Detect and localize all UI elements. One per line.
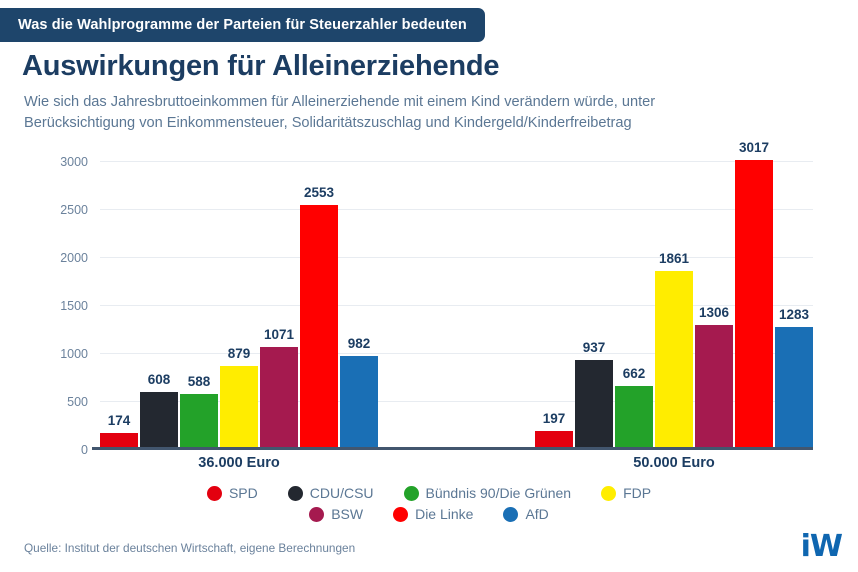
bar-value-label: 879: [227, 345, 251, 361]
legend-item-afd[interactable]: AfD: [503, 506, 549, 522]
gridlines: [100, 161, 813, 450]
bar-slot: 662: [615, 162, 653, 450]
y-axis-tick-label: 2000: [60, 251, 88, 265]
legend-swatch-icon: [287, 485, 303, 501]
bar-cdu-csu[interactable]: [575, 360, 613, 450]
gridline: [100, 353, 813, 354]
legend-swatch-icon: [503, 506, 519, 522]
bar-slot: 1283: [775, 162, 813, 450]
bar-value-label: 174: [107, 413, 131, 429]
bar-value-label: 1306: [698, 304, 730, 320]
bar-fdp[interactable]: [655, 271, 693, 450]
x-axis-tick-label: 36.000 Euro: [198, 455, 280, 471]
bar-slot: 1306: [695, 162, 733, 450]
y-axis-tick-label: 500: [67, 395, 88, 409]
bar-fdp[interactable]: [220, 365, 258, 450]
legend-item-bsw[interactable]: BSW: [309, 506, 363, 522]
legend-label: AfD: [525, 506, 549, 522]
gridline: [100, 401, 813, 402]
legend-row: SPD CDU/CSU Bündnis 90/Die Grünen FDP: [0, 485, 858, 501]
bar-slot: 197: [535, 162, 573, 450]
bar-slot: 2553: [300, 162, 338, 450]
bar-groups: 174 608 588 879 1071 2553 982 197 937 662 1861 1306…: [100, 140, 813, 450]
legend-swatch-icon: [601, 485, 617, 501]
y-axis-tick-label: 1500: [60, 299, 88, 313]
legend-swatch-icon: [403, 485, 419, 501]
legend-label: Die Linke: [415, 506, 474, 522]
chart-subtitle: Wie sich das Jahresbruttoeinkommen für A…: [24, 92, 724, 134]
bar-value-label: 197: [542, 411, 566, 427]
bar-slot: 937: [575, 162, 613, 450]
gridline: [100, 161, 813, 162]
legend-swatch-icon: [309, 506, 325, 522]
bar-die-linke[interactable]: [735, 160, 773, 450]
bar-value-label: 982: [347, 335, 371, 351]
gridline: [100, 209, 813, 210]
bar-slot: 174: [100, 162, 138, 450]
bar-chart: 0 500 1000 1500 2000 2500 3000 174 608 588 879 107…: [0, 140, 858, 457]
bar-value-label: 1283: [778, 306, 810, 322]
bar-b-ndnis-90-die-gr-nen[interactable]: [180, 393, 218, 450]
legend-item-die-linke[interactable]: Die Linke: [393, 506, 473, 522]
bar-afd[interactable]: [775, 326, 813, 450]
x-axis-labels: 36.000 Euro 50.000 Euro: [100, 455, 813, 477]
chart-legend: SPD CDU/CSU Bündnis 90/Die Grünen FDP BSW Die…: [0, 485, 858, 527]
bar-bsw[interactable]: [260, 347, 298, 450]
bar-slot: 608: [140, 162, 178, 450]
bar-afd[interactable]: [340, 355, 378, 450]
legend-item-fdp[interactable]: FDP: [601, 485, 651, 501]
iw-logo: iW: [800, 529, 843, 564]
legend-swatch-icon: [206, 485, 222, 501]
bar-slot: 1861: [655, 162, 693, 450]
source-note: Quelle: Institut der deutschen Wirtschaf…: [24, 541, 356, 555]
bar-slot: 1071: [260, 162, 298, 450]
bar-slot: 588: [180, 162, 218, 450]
kicker-label: Was die Wahlprogramme der Parteien für S…: [0, 8, 485, 42]
bar-b-ndnis-90-die-gr-nen[interactable]: [615, 386, 653, 450]
legend-row: BSW Die Linke AfD: [0, 506, 858, 522]
bar-group: 197 937 662 1861 1306 3017 1283: [535, 140, 813, 450]
legend-label: SPD: [228, 485, 258, 501]
bar-cdu-csu[interactable]: [140, 391, 178, 450]
bar-value-label: 3017: [738, 140, 770, 156]
plot-area: 174 608 588 879 1071 2553 982 197 937 662 1861 1306…: [92, 140, 813, 450]
y-axis-tick-label: 3000: [60, 155, 88, 169]
gridline: [100, 257, 813, 258]
subtitle-line-1: Wie sich das Jahresbruttoeinkommen für A…: [24, 94, 656, 110]
y-axis-tick-label: 0: [81, 443, 88, 457]
legend-label: BSW: [331, 506, 364, 522]
y-axis-tick-label: 1000: [60, 347, 88, 361]
bar-value-label: 662: [622, 366, 646, 382]
bar-slot: 879: [220, 162, 258, 450]
gridline: [100, 305, 813, 306]
x-axis-tick-label: 50.000 Euro: [633, 455, 715, 471]
y-axis-labels: 0 500 1000 1500 2000 2500 3000: [0, 155, 88, 457]
bar-value-label: 937: [582, 340, 606, 356]
legend-item-cdu-csu[interactable]: CDU/CSU: [287, 485, 374, 501]
bar-value-label: 1861: [658, 251, 690, 267]
legend-label: CDU/CSU: [309, 485, 374, 501]
legend-item-b-ndnis-90-die-gr-nen[interactable]: Bündnis 90/Die Grünen: [403, 485, 572, 501]
bar-group: 174 608 588 879 1071 2553 982: [100, 162, 378, 450]
subtitle-line-2: Berücksichtigung von Einkommensteuer, So…: [24, 115, 632, 131]
y-axis-tick-label: 2500: [60, 203, 88, 217]
legend-item-spd[interactable]: SPD: [206, 485, 258, 501]
bar-bsw[interactable]: [695, 324, 733, 450]
bar-value-label: 1071: [263, 327, 295, 343]
legend-label: FDP: [623, 485, 652, 501]
bar-spd[interactable]: [100, 433, 138, 450]
bar-slot: 3017: [735, 140, 773, 450]
bar-spd[interactable]: [535, 431, 573, 450]
page-title: Auswirkungen für Alleinerziehende: [22, 50, 500, 82]
legend-label: Bündnis 90/Die Grünen: [425, 485, 572, 501]
kicker-banner: Was die Wahlprogramme der Parteien für S…: [0, 8, 485, 42]
bar-value-label: 608: [147, 371, 171, 387]
bar-value-label: 2553: [303, 184, 335, 200]
legend-swatch-icon: [393, 506, 409, 522]
bar-slot: 982: [340, 162, 378, 450]
bar-die-linke[interactable]: [300, 204, 338, 450]
x-axis-baseline: [92, 447, 813, 450]
bar-value-label: 588: [187, 373, 211, 389]
